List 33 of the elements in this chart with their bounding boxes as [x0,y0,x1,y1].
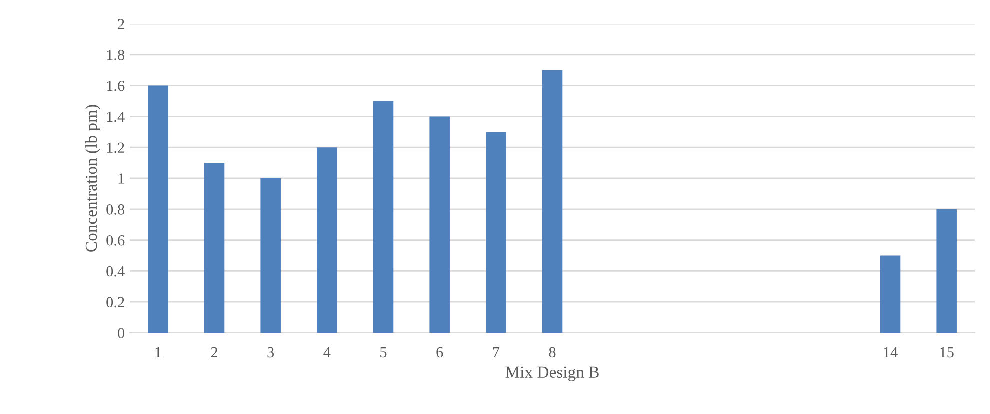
bar [204,163,225,333]
x-tick-label: 1 [156,347,162,358]
y-tick-label: 0 [118,328,125,338]
x-tick-label: 5 [380,347,387,358]
bar [430,116,450,333]
x-axis-title: Mix Design B [506,366,599,382]
bar [317,148,338,333]
bar [486,132,506,333]
bar [542,70,563,333]
x-tick-label: 4 [324,347,331,358]
y-tick-label: 0.8 [106,204,125,215]
y-tick-label: 1.2 [107,142,124,154]
x-tick-label: 14 [884,347,898,358]
bar [373,101,394,333]
bar [936,209,957,333]
bar [880,256,901,333]
bar [260,178,281,333]
x-tick-label: 15 [940,347,954,358]
y-tick-label: 1 [118,174,124,184]
x-tick-label: 3 [268,347,274,358]
y-tick-label: 0.6 [106,235,125,246]
y-axis-title: Concentration (lb pm) [85,105,100,252]
x-tick-label: 2 [211,347,218,358]
y-tick-label: 2 [118,19,124,30]
y-tick-label: 0.2 [106,297,124,308]
y-tick-label: 1.6 [107,80,125,92]
y-tick-label: 1.4 [107,112,125,122]
x-tick-label: 7 [493,347,500,358]
y-tick-label: 1.8 [107,50,125,60]
y-tick-label: 0.4 [106,266,125,277]
bar [148,86,168,333]
x-tick-label: 6 [436,347,444,358]
x-tick-label: 8 [549,347,556,358]
